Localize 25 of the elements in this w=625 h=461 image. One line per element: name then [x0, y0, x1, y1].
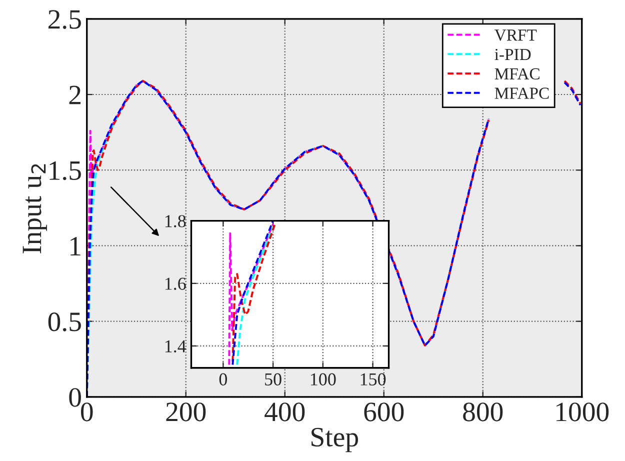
legend-label: i-PID — [494, 48, 531, 60]
x-axis-title: Step — [312, 428, 358, 452]
x-tick-label: 600 — [364, 402, 404, 422]
y-tick-label: 2.5 — [48, 10, 81, 29]
legend-label: MFAC — [494, 68, 540, 80]
legend-label: MFAPC — [494, 88, 549, 99]
y-tick-label: 1.8 — [165, 215, 186, 228]
y-tick-label: 0 — [69, 388, 81, 407]
y-tick-label: 1.5 — [50, 161, 81, 180]
y-tick-label: 1 — [70, 237, 80, 256]
y-tick-label: 2 — [69, 86, 80, 104]
x-tick-label: 50 — [265, 373, 282, 386]
x-tick-label: 400 — [264, 402, 305, 422]
y-tick-label: 1.6 — [165, 278, 186, 290]
y-axis-title: Input u$_{2}$ — [22, 164, 47, 254]
x-tick-label: 1000 — [556, 402, 609, 422]
y-tick-label: 1.4 — [165, 340, 186, 352]
x-tick-label: 100 — [310, 373, 336, 386]
x-tick-label: 0 — [80, 402, 93, 422]
x-tick-label: 0 — [219, 373, 227, 386]
y-tick-label: 0.5 — [48, 312, 81, 332]
x-tick-label: 150 — [360, 373, 386, 386]
x-tick-label: 800 — [463, 402, 503, 422]
x-tick-label: 200 — [166, 402, 206, 422]
legend-label: VRFT — [494, 30, 537, 41]
